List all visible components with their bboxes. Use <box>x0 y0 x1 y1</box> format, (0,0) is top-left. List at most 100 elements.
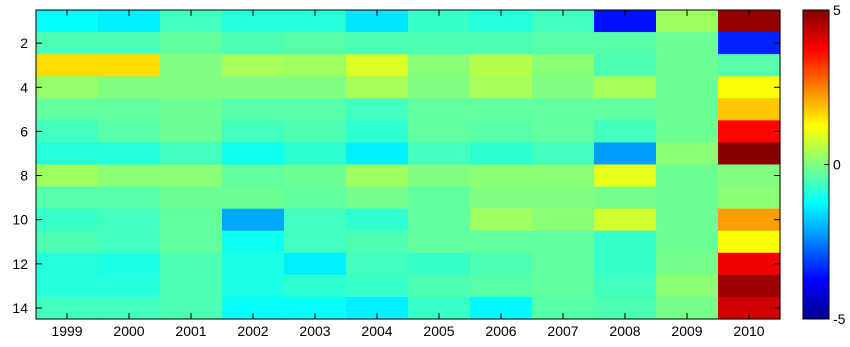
heatmap-cell <box>160 252 223 276</box>
heatmap-cell <box>408 274 471 298</box>
heatmap-cell <box>284 76 347 99</box>
heatmap-cell <box>656 186 719 210</box>
heatmap-cell <box>408 164 471 188</box>
heatmap-cell <box>532 76 595 99</box>
heatmap-cell <box>98 120 161 144</box>
heatmap-cell <box>594 76 657 99</box>
heatmap-cell <box>718 76 781 99</box>
heatmap-cell <box>594 120 657 144</box>
x-tick-label: 2000 <box>113 323 144 339</box>
heatmap-cell <box>532 274 595 298</box>
heatmap-cell <box>222 98 285 121</box>
heatmap-cell <box>36 98 99 121</box>
heatmap-cell <box>532 54 595 77</box>
heatmap-cell <box>346 208 409 232</box>
heatmap-cell <box>470 32 533 55</box>
x-axis: 1999 2000 2001 2002 2003 2004 2005 2006 2007 2008… <box>51 10 765 339</box>
heatmap-cell <box>532 98 595 121</box>
heatmap-cell <box>346 186 409 210</box>
heatmap-cell <box>98 76 161 99</box>
heatmap-cell <box>532 252 595 276</box>
heatmap-cell <box>36 54 99 77</box>
heatmap-cell <box>160 230 223 254</box>
heatmap-cell <box>222 10 285 33</box>
heatmap-cell <box>656 98 719 121</box>
heatmap-cell <box>346 98 409 121</box>
heatmap-cell <box>160 76 223 99</box>
heatmap-cell <box>656 10 719 33</box>
heatmap-cell <box>656 208 719 232</box>
heatmap-cell <box>656 54 719 77</box>
heatmap-cell <box>36 186 99 210</box>
y-tick-label: 6 <box>20 123 28 139</box>
y-tick-label: 4 <box>20 79 28 95</box>
heatmap-cell <box>656 120 719 144</box>
heatmap-cell <box>36 164 99 188</box>
heatmap-cells <box>36 10 781 320</box>
heatmap-cell <box>718 208 781 232</box>
heatmap-cell <box>470 98 533 121</box>
heatmap-cell <box>284 10 347 33</box>
heatmap-cell <box>408 142 471 166</box>
heatmap-cell <box>408 208 471 232</box>
heatmap-cell <box>532 142 595 166</box>
heatmap-cell <box>160 120 223 144</box>
heatmap-cell <box>36 230 99 254</box>
heatmap-cell <box>346 76 409 99</box>
heatmap-cell <box>98 296 161 320</box>
heatmap-cell <box>470 76 533 99</box>
heatmap-cell <box>36 296 99 320</box>
heatmap-cell <box>222 252 285 276</box>
x-tick-label: 2006 <box>485 323 516 339</box>
heatmap-cell <box>532 186 595 210</box>
heatmap-cell <box>222 230 285 254</box>
heatmap-cell <box>98 142 161 166</box>
heatmap-cell <box>718 10 781 33</box>
heatmap-cell <box>346 230 409 254</box>
heatmap-cell <box>160 208 223 232</box>
heatmap-cell <box>98 164 161 188</box>
heatmap-cell <box>98 252 161 276</box>
heatmap-cell <box>408 76 471 99</box>
x-tick-label: 2009 <box>671 323 702 339</box>
heatmap-cell <box>36 10 99 33</box>
colorbar-tick-label: -5 <box>833 311 846 327</box>
heatmap-cell <box>408 54 471 77</box>
heatmap-cell <box>36 32 99 55</box>
heatmap-cell <box>408 98 471 121</box>
heatmap-cell <box>284 164 347 188</box>
heatmap-cell <box>718 274 781 298</box>
heatmap-cell <box>470 230 533 254</box>
y-tick-label: 8 <box>20 168 28 184</box>
heatmap-cell <box>36 76 99 99</box>
heatmap-cell <box>160 98 223 121</box>
heatmap-cell <box>222 142 285 166</box>
plot-frame <box>35 9 781 320</box>
heatmap-cell <box>594 252 657 276</box>
heatmap-cell <box>408 186 471 210</box>
heatmap-cell <box>222 54 285 77</box>
heatmap-cell <box>160 54 223 77</box>
heatmap-cell <box>594 274 657 298</box>
heatmap-cell <box>346 10 409 33</box>
heatmap-cell <box>408 10 471 33</box>
y-axis: 2 4 6 8 10 12 14 <box>12 35 780 316</box>
heatmap-cell <box>532 10 595 33</box>
heatmap-cell <box>718 230 781 254</box>
heatmap-cell <box>346 164 409 188</box>
heatmap-cell <box>36 274 99 298</box>
heatmap-cell <box>160 142 223 166</box>
y-tick-label: 12 <box>12 256 28 272</box>
heatmap-cell <box>470 164 533 188</box>
heatmap-cell <box>346 274 409 298</box>
heatmap-cell <box>470 142 533 166</box>
heatmap-cell <box>718 142 781 166</box>
heatmap-cell <box>656 142 719 166</box>
heatmap-cell <box>222 274 285 298</box>
heatmap-cell <box>594 296 657 320</box>
heatmap-cell <box>346 32 409 55</box>
heatmap-cell <box>594 208 657 232</box>
heatmap-cell <box>160 164 223 188</box>
heatmap-cell <box>346 296 409 320</box>
heatmap-cell <box>36 252 99 276</box>
